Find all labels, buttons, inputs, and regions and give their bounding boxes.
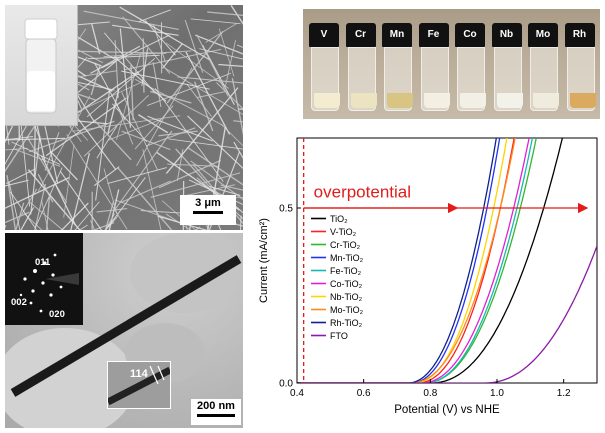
legend-label: FTO [330, 331, 348, 341]
vial-powder [350, 93, 377, 108]
y-tick-label: 0.5 [279, 204, 293, 215]
vial-co: Co [455, 23, 486, 111]
vial-glass [493, 47, 523, 111]
series-line [297, 138, 564, 383]
legend-label: V-TiO₂ [330, 227, 357, 237]
vial-cap-label: Nb [491, 23, 522, 47]
x-axis-label: Potential (V) vs NHE [394, 404, 500, 416]
x-tick-label: 0.8 [423, 388, 437, 399]
tem-scale-bar: 200 nm [191, 399, 241, 425]
legend-label: Nb-TiO₂ [330, 292, 363, 302]
vial-powder [533, 93, 559, 108]
vial-glass [457, 47, 486, 111]
tem-image: 011 002 020 114 200 nm [5, 233, 243, 428]
vial-powder [460, 93, 486, 108]
series-line [297, 138, 530, 383]
vial-rh: Rh [564, 23, 596, 111]
tem-scale-label: 200 nm [197, 400, 235, 412]
vial-cr: Cr [345, 23, 377, 111]
vial-fe: Fe [418, 23, 450, 111]
y-tick-label: 0.0 [279, 379, 293, 390]
x-tick-label: 0.6 [357, 388, 371, 399]
vial-powder [496, 93, 523, 108]
hrtem-inset: 114 [107, 361, 171, 409]
hrtem-label: 114 [130, 368, 148, 380]
vial-inset-photo [5, 5, 78, 126]
vial-cap-label: Cr [345, 23, 376, 47]
legend-label: Rh-TiO₂ [330, 318, 363, 328]
doped-samples-vial-photo: V Cr Mn Fe Co Nb Mo Rh [303, 9, 600, 119]
series-line [297, 138, 497, 383]
white-powder-vial-icon [24, 18, 58, 114]
vial-mo: Mo [528, 23, 559, 111]
vial-glass [566, 47, 596, 111]
legend-label: TiO₂ [330, 214, 348, 224]
nanowire [10, 255, 242, 397]
legend-label: Co-TiO₂ [330, 279, 363, 289]
vial-powder [423, 93, 450, 108]
vial-cap-label: Mo [528, 23, 558, 47]
tem-background [5, 233, 242, 428]
saed-label-020: 020 [49, 309, 65, 320]
vial-powder [314, 93, 340, 108]
series-line [297, 138, 501, 383]
vial-glass [311, 47, 340, 111]
series-line [297, 138, 534, 383]
vial-cap-label: Fe [418, 23, 449, 47]
legend-label: Cr-TiO₂ [330, 240, 361, 250]
vial-glass [384, 47, 413, 111]
lsv-chart-svg: overpotential 0.4 0.6 0.8 1.0 1.2 0.0 0.5 Potent… [258, 137, 598, 416]
annotation-overpotential: overpotential [314, 183, 411, 202]
saed-pattern-inset: 011 002 020 [5, 233, 83, 325]
saed-label-002: 002 [11, 297, 27, 308]
legend-label: Mo-TiO₂ [330, 305, 364, 315]
vial-glass [347, 47, 377, 111]
lsv-chart: overpotential 0.4 0.6 0.8 1.0 1.2 0.0 0.5 Potent… [255, 128, 605, 433]
x-tick-label: 1.0 [490, 388, 504, 399]
sem-scale-bar: 3 μm [180, 195, 236, 225]
vial-mn: Mn [382, 23, 413, 111]
vial-powder [387, 93, 413, 108]
x-tick-label: 1.2 [557, 388, 571, 399]
y-axis-label: Current (mA/cm²) [258, 218, 270, 303]
legend-label: Mn-TiO₂ [330, 253, 364, 263]
x-tick-label: 0.4 [290, 388, 304, 399]
vial-v: V [309, 23, 340, 111]
legend-label: Fe-TiO₂ [330, 266, 362, 276]
vial-glass [420, 47, 450, 111]
series-line [297, 138, 508, 383]
curves [297, 138, 597, 383]
vial-nb: Nb [491, 23, 523, 111]
series-line [297, 138, 516, 383]
vial-cap-label: Mn [382, 23, 412, 47]
vial-powder [569, 93, 596, 108]
series-line [297, 245, 597, 383]
vial-cap-label: Rh [564, 23, 595, 47]
saed-label-011: 011 [35, 257, 51, 268]
vial-cap-label: V [309, 23, 339, 47]
sem-image: 3 μm [5, 5, 243, 230]
sem-scale-label: 3 μm [195, 197, 221, 209]
series-line [297, 138, 515, 383]
vial-cap-label: Co [455, 23, 485, 47]
vial-glass [530, 47, 559, 111]
